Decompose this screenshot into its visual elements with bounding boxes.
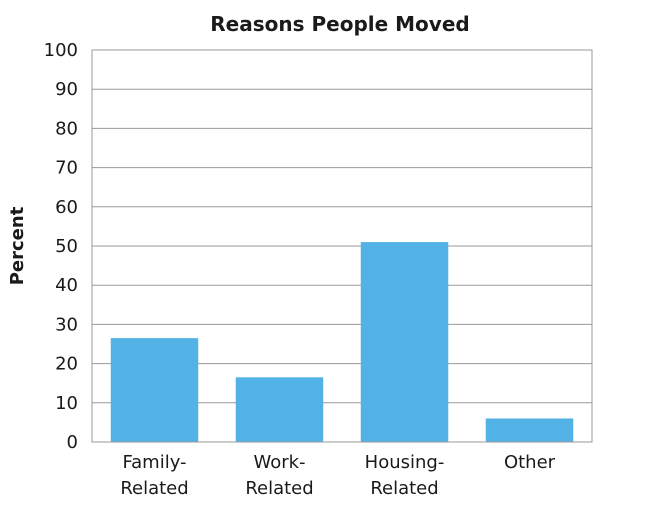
y-tick-label-90: 90 [55, 79, 78, 100]
y-tick-label-60: 60 [55, 197, 78, 218]
y-axis-label: Percent [7, 206, 28, 285]
x-category-label-3: Other [504, 452, 556, 473]
y-tick-label-40: 40 [55, 275, 78, 296]
x-category-labels: Family-Related Work-Related Housing-Relate… [120, 452, 555, 499]
y-tick-label-70: 70 [55, 158, 78, 179]
y-tick-label-50: 50 [55, 236, 78, 257]
y-tick-label-80: 80 [55, 118, 78, 139]
x-category-label-2: Housing-Related [365, 452, 445, 499]
bar-0 [110, 338, 199, 442]
bar-2 [360, 242, 449, 442]
bar-1 [235, 377, 324, 442]
x-category-label-0: Family-Related [120, 452, 188, 499]
y-tick-label-10: 10 [55, 393, 78, 414]
y-tick-label-20: 20 [55, 354, 78, 375]
bar-3 [485, 418, 574, 442]
chart-title: Reasons People Moved [210, 12, 469, 36]
y-tick-labels: 0 10 20 30 40 50 60 70 80 90 100 [44, 40, 78, 453]
plot-area-frame [91, 49, 593, 443]
y-tick-label-30: 30 [55, 314, 78, 335]
y-tick-label-0: 0 [67, 432, 78, 453]
x-category-label-1: Work-Related [245, 452, 313, 499]
y-tick-label-100: 100 [44, 40, 78, 61]
bars [110, 242, 574, 442]
